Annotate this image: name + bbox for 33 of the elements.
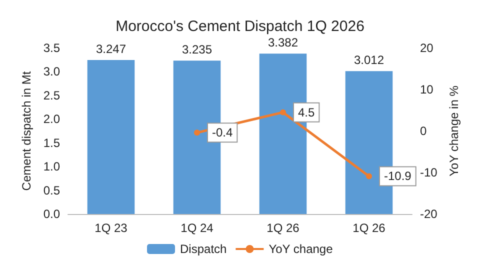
point (280, 109, 286, 116)
data-label: 3.012 (354, 53, 384, 68)
y-tick-label: 0.0 (43, 207, 60, 221)
chart-title: Morocco's Cement Dispatch 1Q 2026 (116, 18, 364, 35)
y2-axis-title: YoY change in % (447, 85, 462, 176)
x-tick-label: 1Q 26 (266, 221, 300, 235)
data-label: 3.247 (96, 42, 126, 56)
y2-tick-label: 10 (420, 82, 434, 96)
y2-tick-label: -10 (420, 166, 438, 180)
data-label: -0.4 (212, 126, 234, 140)
y-tick-label: 1.0 (43, 160, 60, 174)
y-tick-label: 1.5 (43, 136, 60, 150)
y2-tick-label: -20 (420, 207, 438, 221)
legend-label: YoY change (268, 242, 334, 256)
data-label: 4.5 (298, 105, 316, 120)
y-tick-label: 3.5 (43, 41, 60, 55)
data-label: 3.382 (268, 36, 298, 50)
point (194, 130, 200, 136)
point (366, 173, 372, 180)
bar (87, 60, 135, 214)
y-tick-label: 0.5 (43, 183, 60, 198)
data-label: -10.9 (384, 169, 412, 184)
y2-tick-label: 0 (420, 124, 427, 138)
legend-label: Dispatch (180, 242, 227, 256)
y2-tick-label: 20 (420, 41, 434, 55)
data-label: 3.235 (182, 42, 212, 57)
x-tick-label: 1Q 24 (180, 221, 214, 235)
y-tick-label: 3.0 (43, 64, 60, 79)
x-tick-label: 1Q 23 (94, 221, 128, 235)
y-axis-title: Cement dispatch in Mt (19, 70, 34, 191)
x-tick-label: 1Q 26 (352, 221, 386, 235)
y-tick-label: 2.0 (43, 112, 60, 126)
y-tick-label: 2.5 (43, 88, 60, 102)
